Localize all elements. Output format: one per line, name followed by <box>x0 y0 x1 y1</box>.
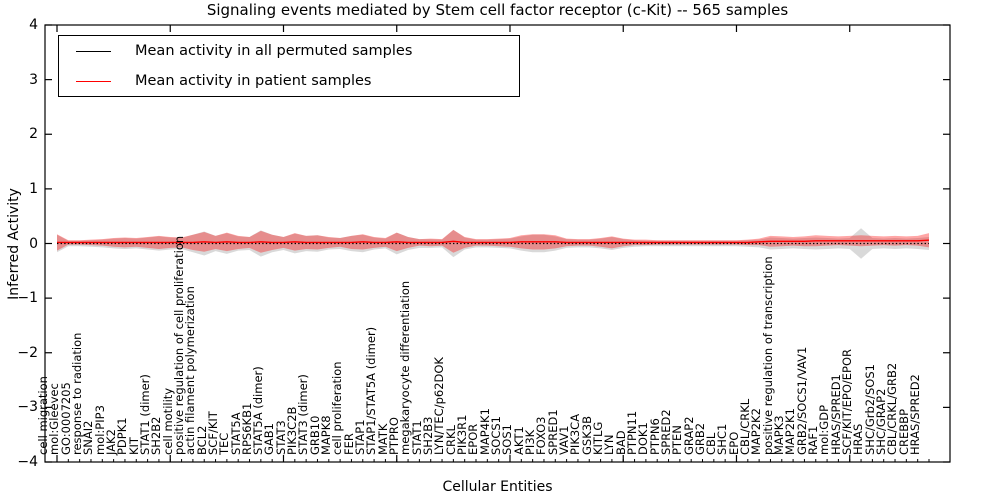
y-tick-label: −2 <box>17 344 38 361</box>
legend-item-patient: Mean activity in patient samples <box>59 66 519 96</box>
patient-line-sample-icon <box>76 80 111 82</box>
legend-item-permuted: Mean activity in all permuted samples <box>59 36 519 66</box>
y-axis-label: Inferred Activity <box>6 188 22 300</box>
y-tick-label: 1 <box>29 180 38 197</box>
legend-label: Mean activity in patient samples <box>135 73 372 89</box>
y-tick-label: −3 <box>17 399 38 416</box>
y-tick-label: 0 <box>29 235 38 252</box>
permuted-line-sample-icon <box>76 50 111 52</box>
legend-box: Mean activity in all permuted samples Me… <box>58 35 520 97</box>
legend-label: Mean activity in all permuted samples <box>135 43 413 59</box>
x-axis-label: Cellular Entities <box>442 479 553 495</box>
x-category-label: HRAS/SPRED2 <box>908 374 922 455</box>
plot-title: Signaling events mediated by Stem cell f… <box>206 1 789 19</box>
y-tick-label: 2 <box>29 126 38 143</box>
y-tick-label: 4 <box>29 17 38 33</box>
patient-samples-std-band <box>57 229 929 253</box>
y-tick-label: −4 <box>17 454 38 470</box>
y-tick-label: 3 <box>29 71 38 88</box>
y-tick-label: −1 <box>17 290 38 307</box>
patient-mean-line <box>57 239 930 244</box>
